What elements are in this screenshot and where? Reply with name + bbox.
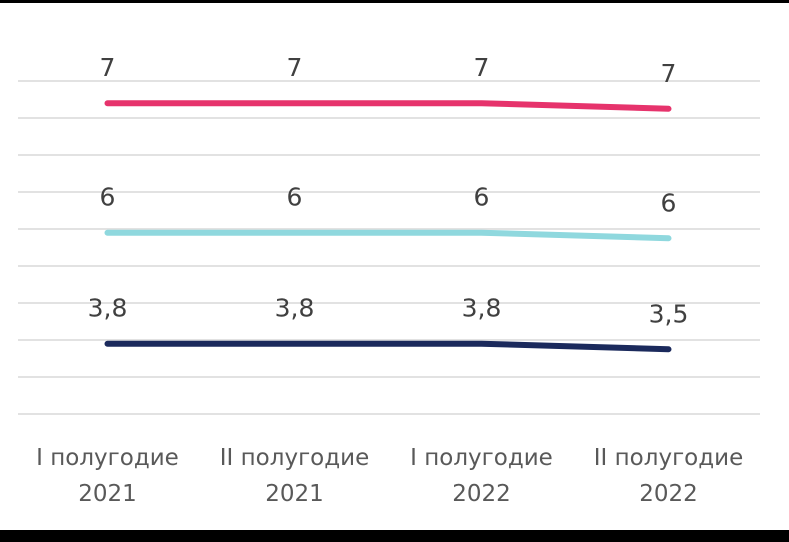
x-tick-label: I полугодие 2022	[410, 445, 553, 507]
data-label: 3,5	[649, 299, 689, 328]
data-label: 6	[661, 188, 677, 217]
data-label: 7	[100, 53, 116, 82]
data-label: 7	[287, 53, 303, 82]
data-label: 7	[661, 59, 677, 88]
x-tick-label: II полугодие 2021	[219, 445, 370, 507]
series-line	[104, 229, 672, 242]
series-line	[104, 340, 672, 353]
data-label: 7	[474, 53, 490, 82]
x-tick-label: I полугодие 2021	[36, 445, 179, 507]
data-label: 6	[287, 183, 303, 212]
x-tick-label: II полугодие 2022	[593, 445, 744, 507]
data-label: 6	[474, 183, 490, 212]
series-line	[104, 100, 672, 112]
data-label: 3,8	[275, 294, 315, 323]
data-label: 3,8	[462, 294, 502, 323]
data-label: 6	[100, 183, 116, 212]
data-label: 3,8	[88, 294, 128, 323]
